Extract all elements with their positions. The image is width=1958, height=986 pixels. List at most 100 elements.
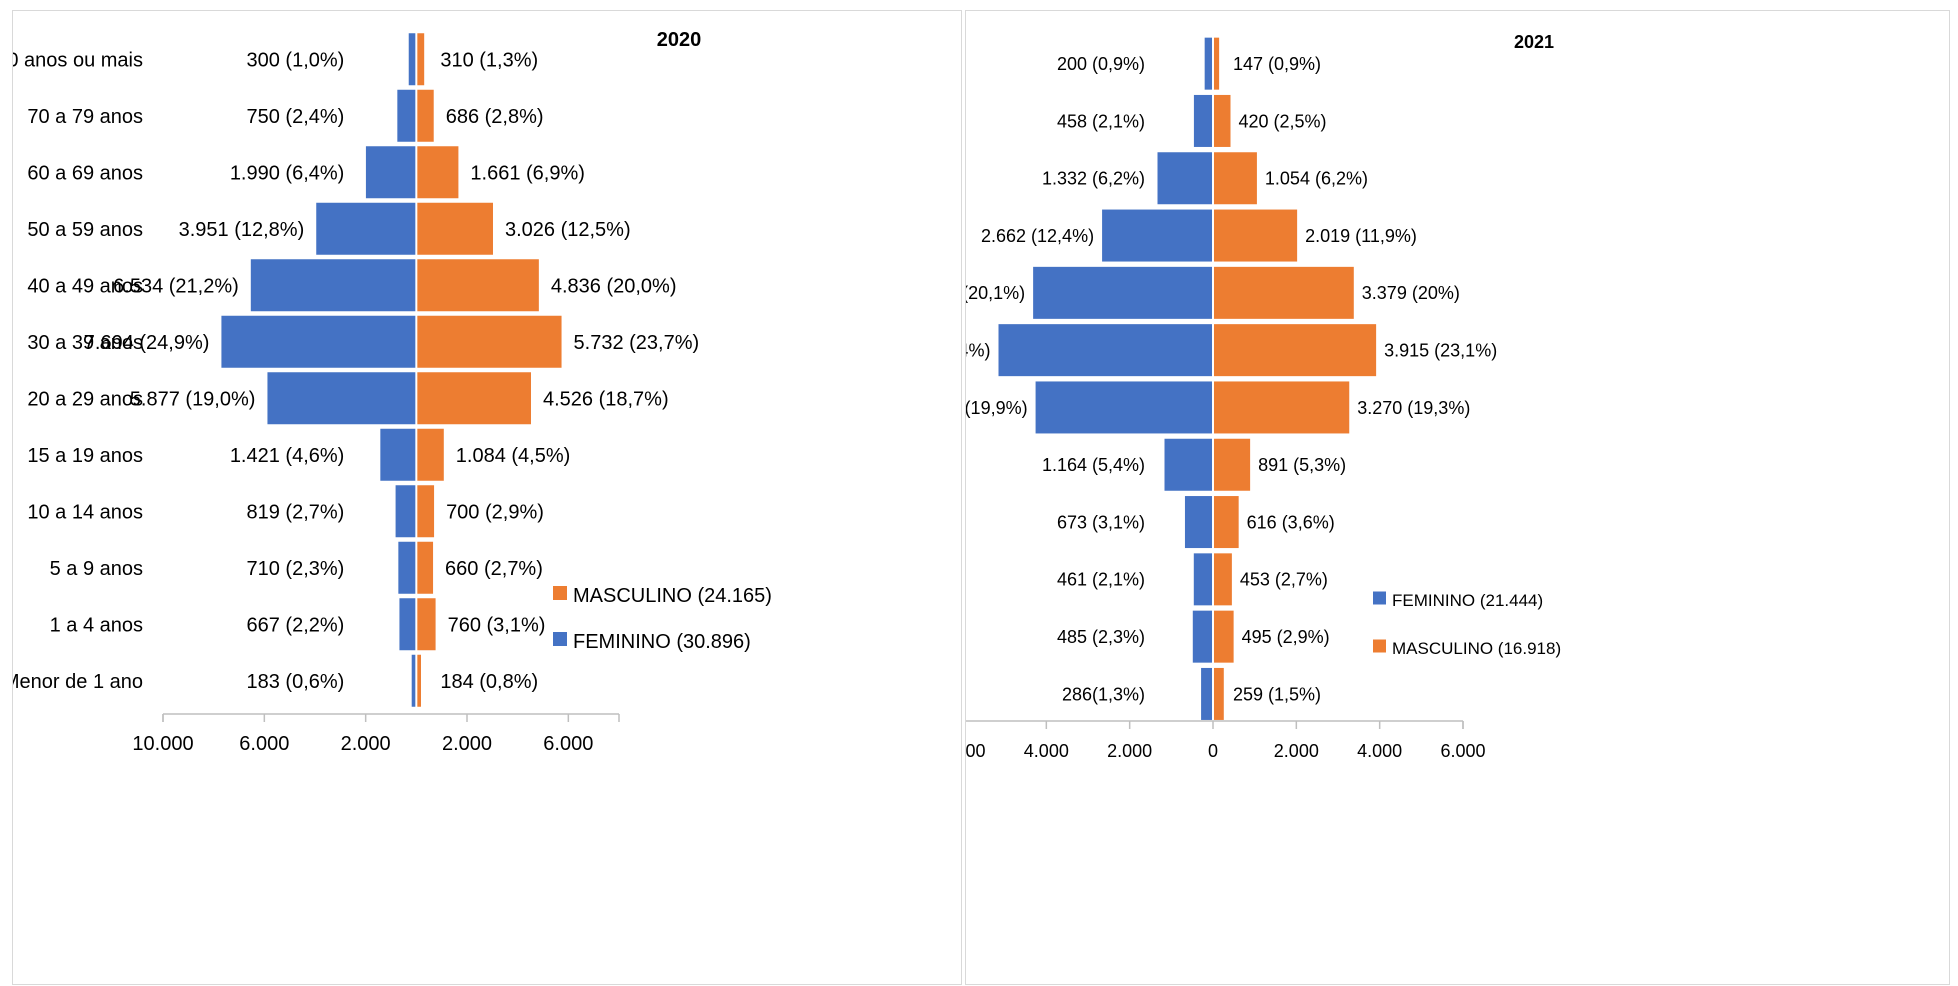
- data-label-feminino: 819 (2,7%): [246, 501, 344, 523]
- data-label-feminino: 300 (1,0%): [246, 49, 344, 71]
- x-tick-label: 2.000: [1274, 741, 1319, 761]
- bar-feminino: [398, 541, 417, 594]
- x-tick-label: 2.000: [442, 733, 492, 755]
- bar-masculino: [416, 315, 562, 368]
- data-label-masculino: 3.026 (12,5%): [505, 219, 631, 241]
- bar-masculino: [1213, 324, 1377, 377]
- bar-masculino: [416, 541, 434, 594]
- bar-feminino: [1193, 553, 1213, 606]
- data-label-masculino: 1.661 (6,9%): [470, 162, 585, 184]
- x-tick-label: 6.000: [966, 741, 986, 761]
- category-label: 40 a 49 anos: [27, 275, 143, 297]
- bar-feminino: [399, 598, 417, 651]
- bar-masculino: [1213, 553, 1232, 606]
- x-tick-label: 4.000: [1024, 741, 1069, 761]
- data-label-masculino: 147 (0,9%): [1233, 54, 1321, 74]
- population-pyramid-2021: 202180 anos ou mais200 (0,9%)147 (0,9%)7…: [966, 30, 1561, 761]
- bar-masculino: [1213, 610, 1234, 663]
- data-label-feminino: 1.332 (6,2%): [1042, 169, 1145, 189]
- bar-feminino: [395, 485, 417, 538]
- bar-masculino: [1213, 94, 1231, 147]
- chart-panel-2021: 202180 anos ou mais200 (0,9%)147 (0,9%)7…: [965, 10, 1950, 985]
- category-label: 10 a 14 anos: [27, 501, 143, 523]
- data-label-masculino: 184 (0,8%): [440, 671, 538, 693]
- data-label-feminino: 1.990 (6,4%): [230, 162, 345, 184]
- data-label-masculino: 2.019 (11,9%): [1305, 226, 1417, 246]
- bar-masculino: [416, 598, 436, 651]
- bar-masculino: [416, 89, 434, 142]
- legend-label-feminino: FEMININO (30.896): [573, 631, 751, 653]
- category-label: 1 a 4 anos: [50, 614, 143, 636]
- bar-masculino: [416, 372, 531, 425]
- category-label: 15 a 19 anos: [27, 445, 143, 467]
- x-tick-label: 4.000: [1357, 741, 1402, 761]
- data-label-masculino: 495 (2,9%): [1242, 627, 1330, 647]
- bar-masculino: [1213, 438, 1251, 491]
- bar-masculino: [1213, 667, 1224, 720]
- bar-feminino: [1157, 152, 1213, 205]
- data-label-feminino: 5.877 (19,0%): [130, 388, 256, 410]
- x-tick-label: 2.000: [1107, 741, 1152, 761]
- bar-masculino: [416, 202, 493, 255]
- data-label-masculino: 259 (1,5%): [1233, 684, 1321, 704]
- bar-masculino: [416, 259, 539, 312]
- data-label-feminino: 750 (2,4%): [246, 106, 344, 128]
- bar-masculino: [1213, 209, 1298, 262]
- bar-feminino: [411, 654, 417, 707]
- data-label-masculino: 5.732 (23,7%): [574, 332, 700, 354]
- data-label-feminino: 1.164 (5,4%): [1042, 455, 1145, 475]
- chart-title: 2021: [1514, 32, 1554, 52]
- bar-masculino: [416, 146, 459, 199]
- bar-feminino: [1102, 209, 1213, 262]
- data-label-feminino: 4.317 (20,1%): [966, 283, 1025, 303]
- data-label-masculino: 616 (3,6%): [1247, 512, 1335, 532]
- data-label-masculino: 3.270 (19,3%): [1357, 398, 1470, 418]
- bar-feminino: [365, 146, 417, 199]
- legend-swatch-feminino: [1373, 591, 1386, 605]
- data-label-feminino: 3.951 (12,8%): [179, 219, 305, 241]
- bar-feminino: [408, 33, 417, 86]
- category-label: 60 a 69 anos: [27, 162, 143, 184]
- category-label: 70 a 79 anos: [27, 106, 143, 128]
- category-label: 5 a 9 anos: [50, 558, 143, 580]
- legend-label-masculino: MASCULINO (16.918): [1392, 639, 1561, 658]
- data-label-feminino: 485 (2,3%): [1057, 627, 1145, 647]
- category-label: 50 a 59 anos: [27, 219, 143, 241]
- data-label-feminino: 6.534 (21,2%): [113, 275, 239, 297]
- bar-masculino: [416, 428, 444, 481]
- data-label-masculino: 891 (5,3%): [1258, 455, 1346, 475]
- bar-feminino: [397, 89, 417, 142]
- legend-label-feminino: FEMININO (21.444): [1392, 591, 1543, 610]
- x-tick-label: 2.000: [341, 733, 391, 755]
- x-tick-label: 6.000: [239, 733, 289, 755]
- bar-feminino: [998, 324, 1213, 377]
- bar-feminino: [1164, 438, 1213, 491]
- data-label-feminino: 7.694 (24,9%): [84, 332, 210, 354]
- x-tick-label: 0: [1208, 741, 1218, 761]
- data-label-feminino: 461 (2,1%): [1057, 570, 1145, 590]
- bar-feminino: [1184, 496, 1213, 549]
- data-label-feminino: 200 (0,9%): [1057, 54, 1145, 74]
- bar-masculino: [416, 654, 421, 707]
- bar-masculino: [1213, 496, 1239, 549]
- data-label-masculino: 3.379 (20%): [1362, 283, 1460, 303]
- data-label-masculino: 3.915 (23,1%): [1384, 340, 1497, 360]
- category-label: 20 a 29 anos: [27, 388, 143, 410]
- chart-panel-2020: 2020 80 anos ou mais 300 (1,0%) 310 (1,3%) 7…: [12, 10, 962, 985]
- bar-feminino: [1033, 266, 1213, 319]
- bar-masculino: [1213, 381, 1350, 434]
- bar-masculino: [416, 33, 425, 86]
- data-label-masculino: 760 (3,1%): [448, 614, 546, 636]
- bar-feminino: [221, 315, 417, 368]
- data-label-feminino: 673 (3,1%): [1057, 512, 1145, 532]
- data-label-masculino: 660 (2,7%): [445, 558, 543, 580]
- data-label-feminino: 286(1,3%): [1062, 684, 1145, 704]
- chart-title: 2020: [657, 29, 702, 51]
- legend-label-masculino: MASCULINO (24.165): [573, 585, 772, 607]
- category-label: Menor de 1 ano: [13, 671, 143, 693]
- data-label-feminino: 5.148 (24%): [966, 340, 991, 360]
- data-label-feminino: 2.662 (12,4%): [981, 226, 1094, 246]
- data-label-feminino: 1.421 (4,6%): [230, 445, 345, 467]
- bar-feminino: [1192, 610, 1213, 663]
- data-label-masculino: 4.526 (18,7%): [543, 388, 669, 410]
